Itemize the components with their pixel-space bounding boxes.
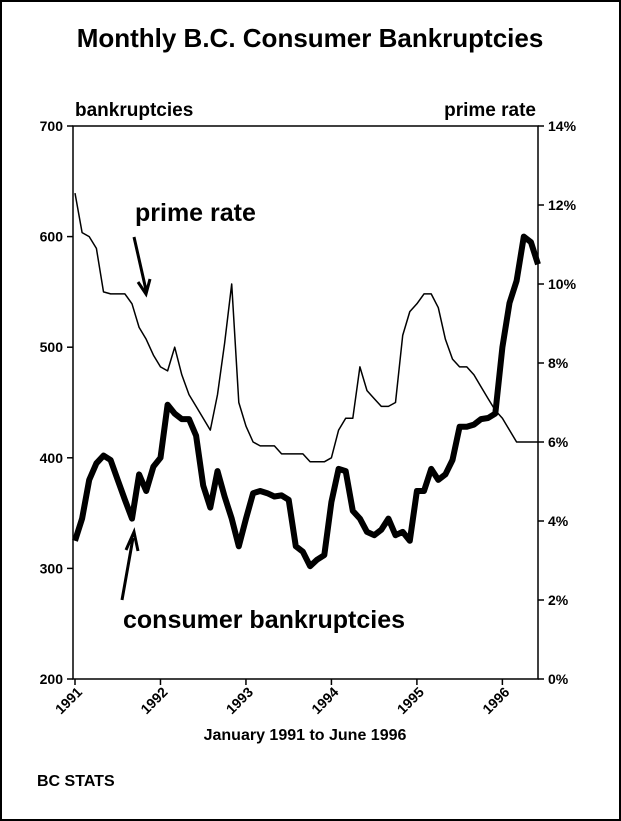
- y-tick-label: 600: [40, 229, 64, 245]
- y2-tick-label: 0%: [548, 671, 569, 687]
- y-tick-label: 700: [40, 118, 64, 134]
- y-tick-label: 400: [40, 450, 64, 466]
- y2-tick-label: 10%: [548, 276, 577, 292]
- y2-tick-label: 14%: [548, 118, 577, 134]
- y2-tick-label: 4%: [548, 513, 569, 529]
- y-tick-label: 200: [40, 671, 64, 687]
- arrow: [120, 527, 140, 601]
- chart-title: Monthly B.C. Consumer Bankruptcies: [77, 23, 544, 53]
- annotation: prime rate: [135, 199, 256, 227]
- y2-tick-label: 6%: [548, 434, 569, 450]
- y2-tick-label: 12%: [548, 197, 577, 213]
- x-axis-label: January 1991 to June 1996: [204, 727, 407, 744]
- line-series: [72, 233, 541, 570]
- annotation: consumer bankruptcies: [123, 606, 405, 634]
- plot-frame: [72, 125, 539, 680]
- arrow: [132, 236, 152, 298]
- y2-axis-label: prime rate: [444, 100, 536, 121]
- y-tick-label: 500: [40, 339, 64, 355]
- y-axis-label: bankruptcies: [75, 100, 193, 121]
- y2-tick-label: 2%: [548, 592, 569, 608]
- line-series: [74, 192, 538, 463]
- y-tick-label: 300: [40, 560, 64, 576]
- y2-tick-label: 8%: [548, 355, 569, 371]
- source: BC STATS: [37, 773, 115, 790]
